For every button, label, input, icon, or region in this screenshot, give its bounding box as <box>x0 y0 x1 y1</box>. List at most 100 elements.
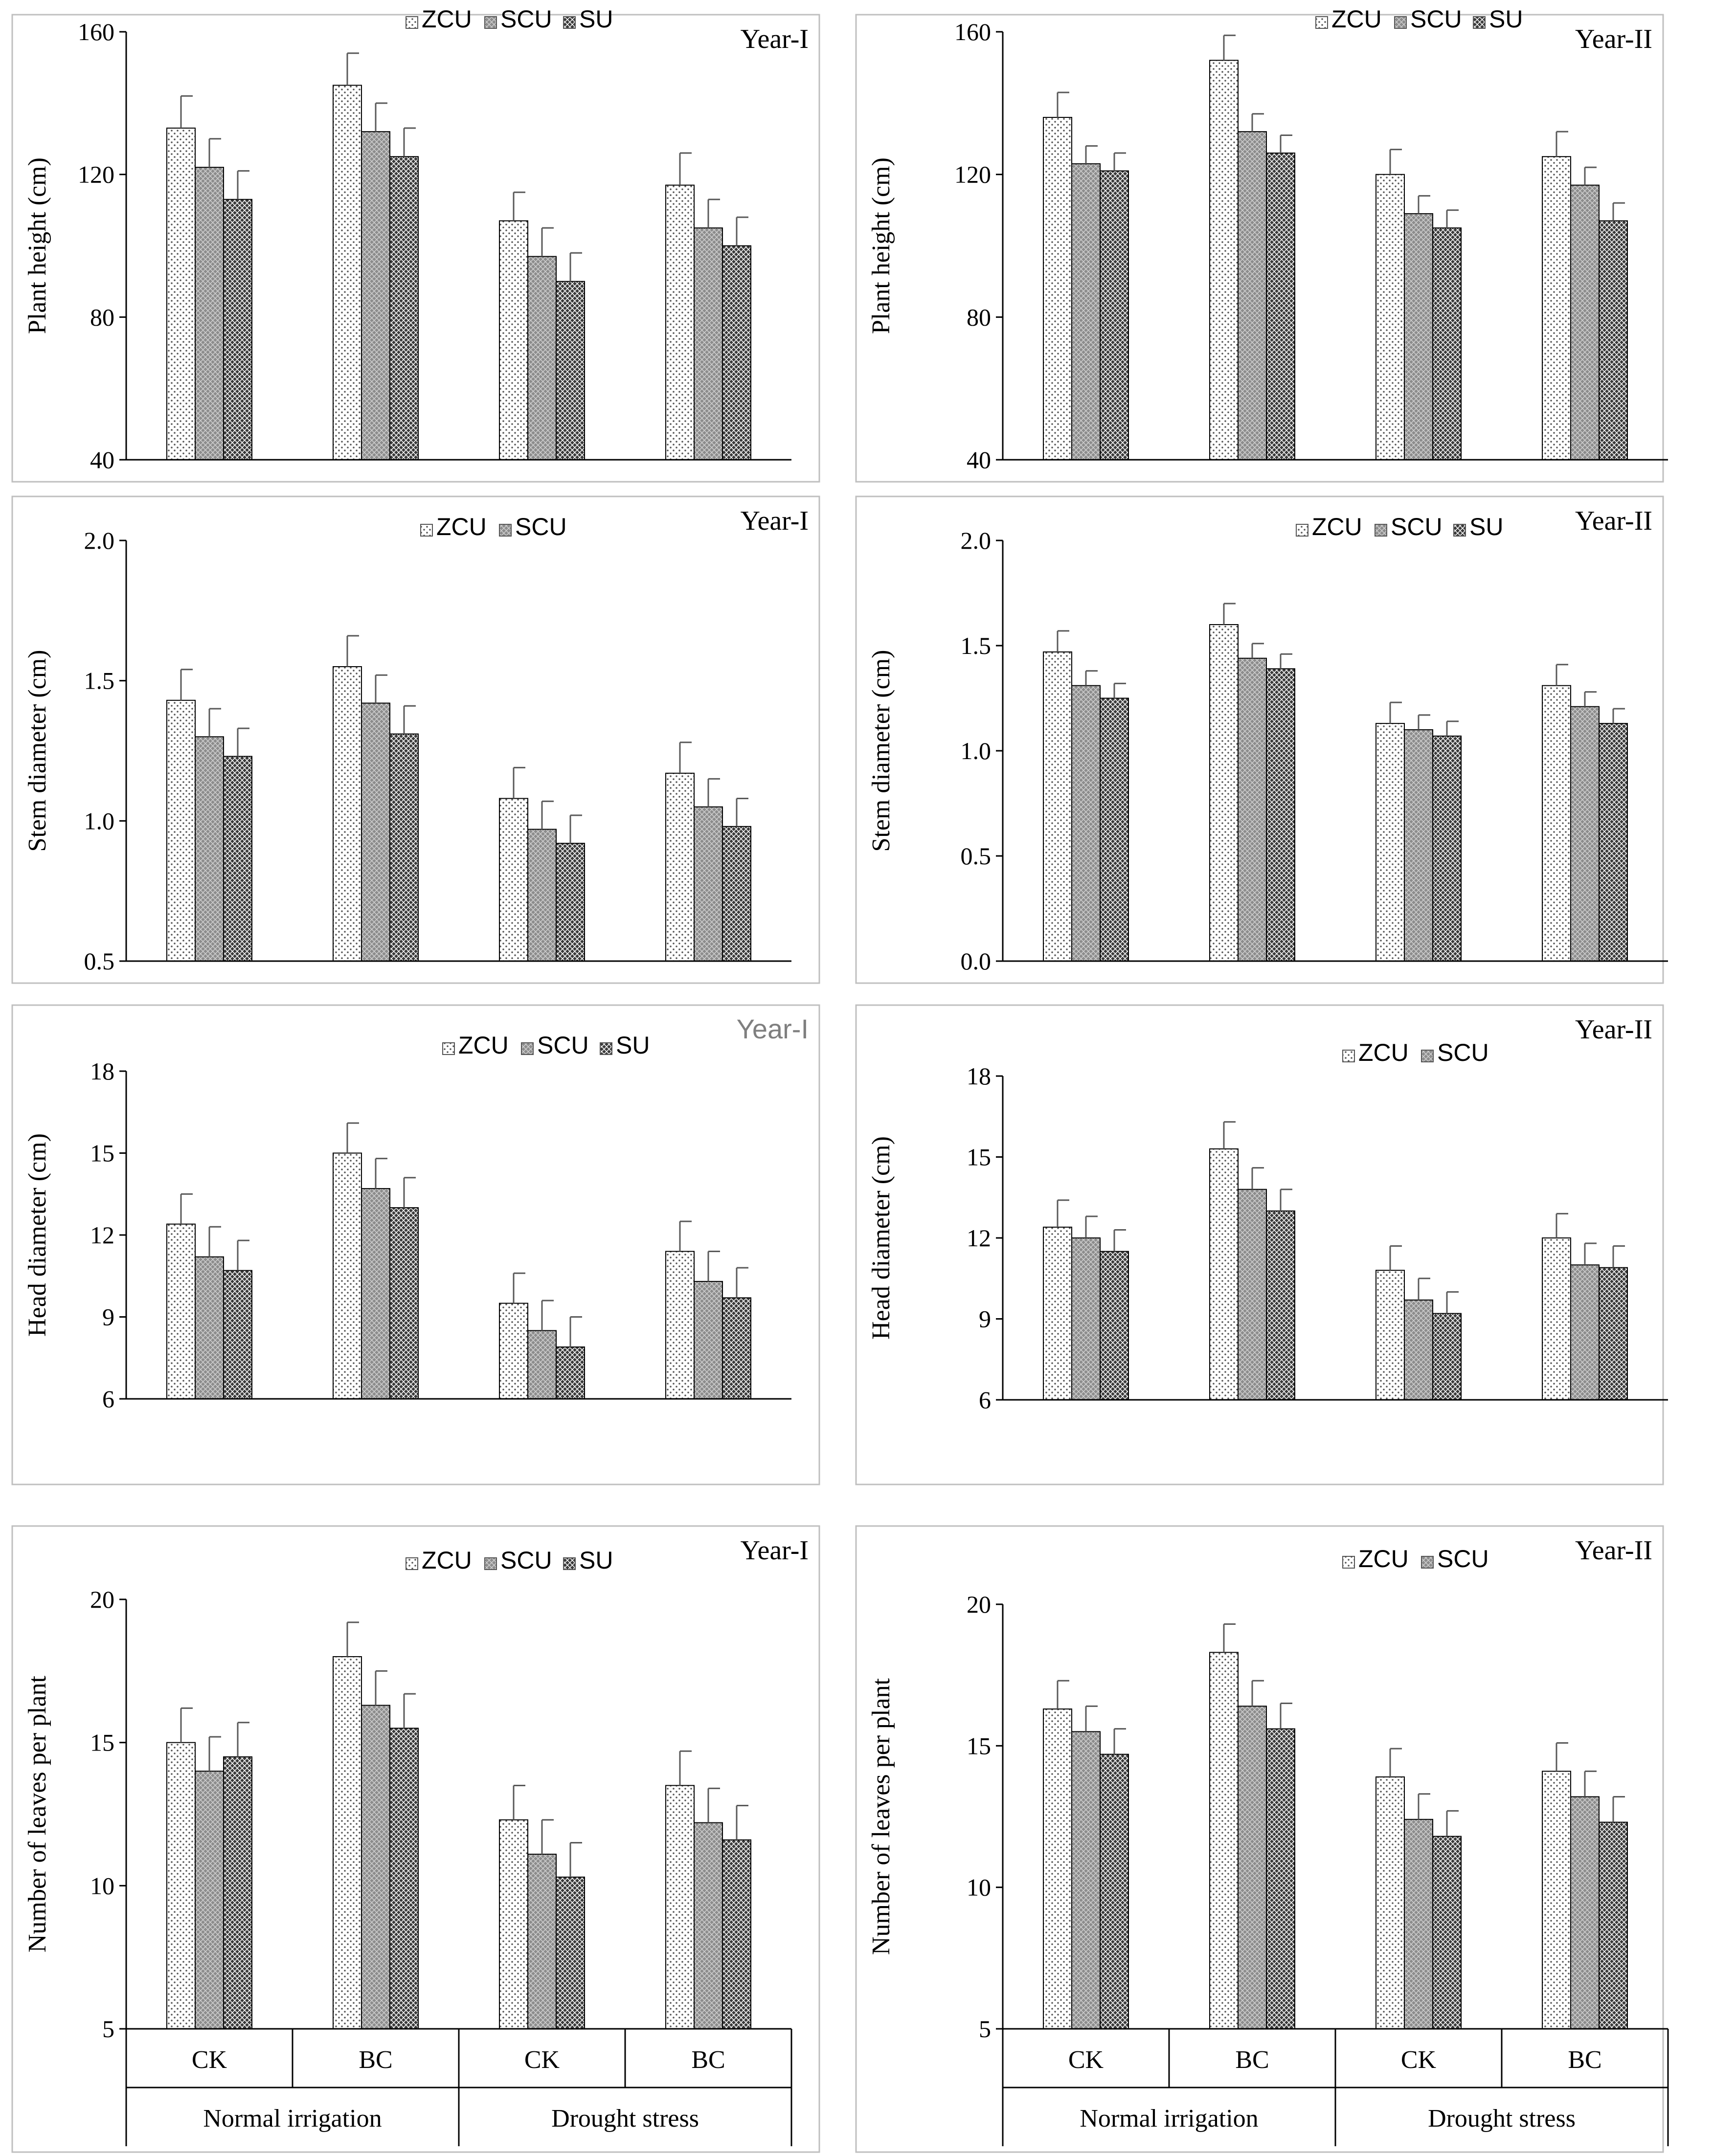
bar-scu <box>1570 706 1600 962</box>
y-tick-label: 1.0 <box>961 737 992 764</box>
y-tick-label: 10 <box>967 1874 991 1901</box>
legend-swatch-zcu <box>1315 16 1328 29</box>
legend-swatch-su <box>1473 16 1486 29</box>
bar-zcu <box>1043 1708 1072 2029</box>
bar-zcu <box>1542 1237 1571 1400</box>
bar-scu <box>694 806 723 962</box>
bar-zcu <box>1209 60 1239 461</box>
bar-su <box>556 843 585 962</box>
bar-su <box>1432 227 1462 460</box>
y-tick-label: 15 <box>90 1140 114 1167</box>
x-tick-label: BC <box>691 2046 725 2074</box>
legend-label-zcu: ZCU <box>1358 1039 1409 1066</box>
year-label: Year-I <box>741 24 809 54</box>
bar-su <box>1599 723 1628 962</box>
bar-su <box>1599 1821 1628 2029</box>
y-axis-title: Plant height (cm) <box>867 157 895 334</box>
y-tick-label: 15 <box>967 1144 991 1171</box>
y-tick-label: 0.5 <box>961 842 992 870</box>
bar-zcu <box>1375 174 1405 460</box>
chart-panel-7: 5 10 15 20 Number of leaves per plant Year-I Z… <box>11 1525 820 2153</box>
bar-scu <box>694 1822 723 2030</box>
legend-label-scu: SCU <box>1437 1545 1489 1572</box>
bar-scu <box>1238 1189 1267 1400</box>
legend-label-su: SU <box>616 1032 650 1059</box>
y-tick-label: 120 <box>78 161 114 188</box>
bar-zcu <box>333 85 362 460</box>
bar-su <box>1432 1313 1462 1400</box>
year-label: Year-II <box>1575 1535 1652 1566</box>
legend-label-zcu: ZCU <box>422 5 472 33</box>
bar-zcu <box>499 1303 528 1399</box>
bar-su <box>722 1839 751 2029</box>
bar-su <box>389 733 419 962</box>
bar-su <box>1266 668 1295 962</box>
legend-swatch-scu <box>1394 16 1407 29</box>
bar-scu <box>195 1771 224 2029</box>
x-group-label: Drought stress <box>1428 2105 1576 2133</box>
y-tick-label: 80 <box>90 303 114 331</box>
legend-swatch-scu <box>1421 1050 1434 1062</box>
bar-zcu <box>1209 1652 1239 2029</box>
y-tick-label: 2.0 <box>961 527 992 554</box>
legend-swatch-scu <box>484 16 497 29</box>
year-label: Year-II <box>1575 1014 1652 1045</box>
bar-zcu <box>1375 1776 1405 2029</box>
y-tick-label: 6 <box>979 1386 991 1414</box>
bar-scu <box>1238 1706 1267 2030</box>
bar-zcu <box>1209 1148 1239 1400</box>
legend-label-su: SU <box>579 1547 613 1574</box>
y-tick-label: 120 <box>954 161 991 188</box>
legend-label-zcu: ZCU <box>1312 513 1362 540</box>
legend-label-scu: SCU <box>1391 513 1443 540</box>
bar-zcu <box>499 798 528 962</box>
legend-label-zcu: ZCU <box>1331 5 1382 33</box>
bar-zcu <box>665 1785 695 2029</box>
x-tick-label: CK <box>192 2046 227 2074</box>
y-tick-label: 6 <box>102 1385 114 1413</box>
bar-su <box>389 1728 419 2029</box>
bar-zcu <box>1209 624 1239 962</box>
legend-label-scu: SCU <box>1410 5 1462 33</box>
bar-zcu <box>333 1656 362 2029</box>
x-category-axis-1: CK BC CK BC Normal irrigation Drought stress <box>125 2029 792 2146</box>
y-tick-label: 18 <box>90 1057 114 1085</box>
y-axis-title: Stem diameter (cm) <box>23 650 51 852</box>
y-tick-label: 80 <box>967 303 991 331</box>
bar-zcu <box>1043 651 1072 962</box>
y-tick-label: 10 <box>90 1872 114 1899</box>
year-label: Year-I <box>737 1013 809 1044</box>
y-tick-label: 1.5 <box>84 667 115 695</box>
y-tick-label: 20 <box>90 1586 114 1613</box>
legend-label-zcu: ZCU <box>422 1547 472 1574</box>
bar-scu <box>527 829 557 962</box>
x-group-label: Drought stress <box>551 2105 699 2133</box>
bar-scu <box>1404 1819 1433 2029</box>
bar-zcu <box>166 1223 196 1400</box>
bar-su <box>1432 1836 1462 2029</box>
bar-scu <box>195 1256 224 1400</box>
y-axis-title: Number of leaves per plant <box>23 1675 51 1953</box>
chart-panel-1: 40 80 120 160 Plant height (cm) Year-I ZCU SCU S… <box>11 5 820 483</box>
bar-su <box>389 156 419 461</box>
bar-zcu <box>1375 1270 1405 1400</box>
x-tick-label: BC <box>1235 2046 1269 2074</box>
legend-label-scu: SCU <box>537 1032 589 1059</box>
bar-su <box>1100 170 1129 460</box>
y-tick-label: 40 <box>967 446 991 473</box>
legend-swatch-scu <box>1375 524 1387 537</box>
bar-zcu <box>1043 1226 1072 1401</box>
y-tick-label: 1.0 <box>84 807 115 834</box>
legend-swatch-scu <box>499 524 512 537</box>
bar-zcu <box>499 220 528 460</box>
bar-zcu <box>1043 117 1072 460</box>
y-tick-label: 1.5 <box>961 632 992 659</box>
bar-su <box>223 199 252 461</box>
legend-label-scu: SCU <box>1437 1039 1489 1066</box>
bar-scu <box>1404 1299 1433 1400</box>
y-tick-label: 12 <box>967 1224 991 1252</box>
bar-zcu <box>333 666 362 962</box>
y-axis-title: Stem diameter (cm) <box>867 650 895 852</box>
legend-swatch-zcu <box>1296 524 1308 537</box>
